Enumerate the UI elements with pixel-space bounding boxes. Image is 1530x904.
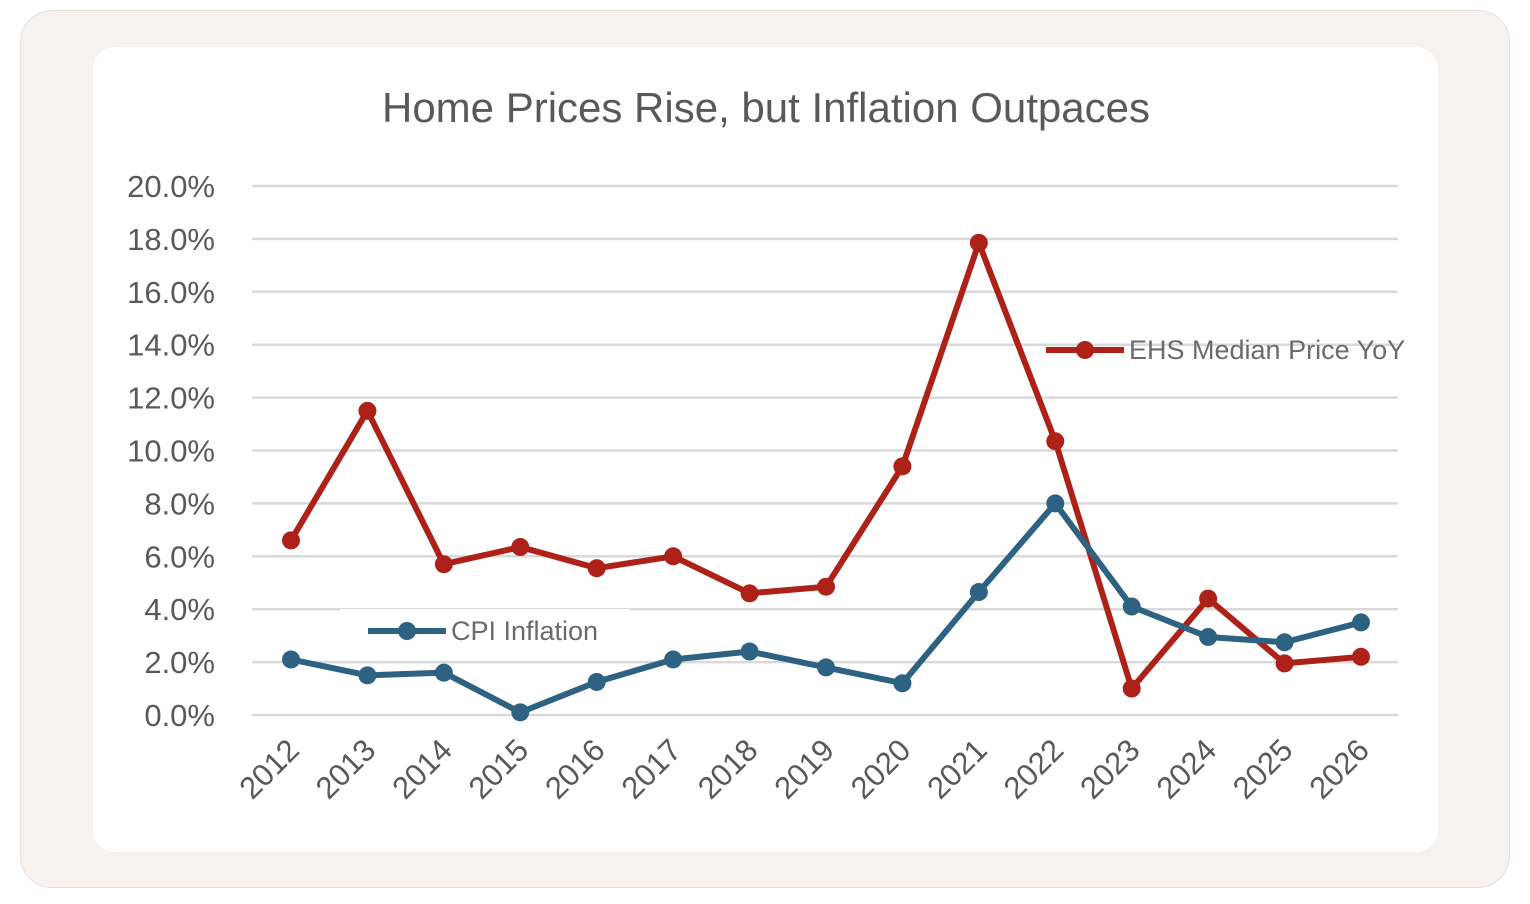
data-point bbox=[1199, 589, 1218, 608]
x-tick-label: 2019 bbox=[767, 732, 841, 806]
legend-entry: CPI Inflation bbox=[340, 609, 630, 653]
chart-title: Home Prices Rise, but Inflation Outpaces bbox=[382, 84, 1150, 131]
x-tick-label: 2022 bbox=[997, 732, 1071, 806]
data-point bbox=[1275, 633, 1294, 652]
x-tick-label: 2021 bbox=[920, 732, 994, 806]
y-tick-label: 4.0% bbox=[144, 592, 215, 627]
x-tick-label: 2026 bbox=[1302, 732, 1376, 806]
data-point bbox=[1352, 647, 1370, 666]
series-cpi-inflation bbox=[282, 494, 1370, 722]
data-point bbox=[1046, 494, 1065, 513]
data-point bbox=[969, 583, 988, 602]
x-tick-label: 2024 bbox=[1150, 732, 1224, 806]
data-point bbox=[358, 401, 377, 420]
data-point bbox=[664, 650, 683, 669]
y-tick-label: 12.0% bbox=[127, 381, 215, 416]
y-tick-label: 6.0% bbox=[144, 539, 215, 574]
data-point bbox=[1352, 613, 1370, 632]
x-tick-label: 2013 bbox=[309, 732, 383, 806]
y-tick-label: 18.0% bbox=[127, 222, 215, 257]
legend-label: CPI Inflation bbox=[451, 616, 598, 646]
data-point bbox=[1122, 679, 1141, 698]
data-point bbox=[282, 531, 300, 550]
x-tick-label: 2016 bbox=[538, 732, 612, 806]
y-tick-label: 14.0% bbox=[127, 328, 215, 363]
data-point bbox=[664, 547, 683, 566]
legend-entry: EHS Median Price YoY bbox=[1046, 335, 1405, 365]
data-point bbox=[893, 457, 912, 476]
data-point bbox=[1275, 654, 1294, 673]
data-point bbox=[1122, 597, 1141, 616]
x-tick-label: 2025 bbox=[1226, 732, 1300, 806]
x-tick-label: 2014 bbox=[385, 732, 459, 806]
y-tick-label: 20.0% bbox=[127, 169, 215, 204]
data-point bbox=[434, 663, 453, 682]
legend-marker-icon bbox=[398, 622, 416, 640]
data-point bbox=[587, 672, 606, 691]
data-point bbox=[434, 555, 453, 574]
y-tick-label: 8.0% bbox=[144, 486, 215, 521]
data-point bbox=[893, 674, 912, 693]
y-tick-label: 2.0% bbox=[144, 645, 215, 680]
y-tick-label: 16.0% bbox=[127, 275, 215, 310]
x-tick-label: 2023 bbox=[1073, 732, 1147, 806]
data-point bbox=[587, 559, 606, 578]
data-point bbox=[511, 703, 530, 722]
legend-marker-icon bbox=[1076, 341, 1094, 359]
y-tick-label: 0.0% bbox=[144, 698, 215, 733]
data-point bbox=[1046, 432, 1065, 451]
x-tick-label: 2017 bbox=[615, 732, 689, 806]
data-point bbox=[740, 584, 759, 603]
x-tick-label: 2012 bbox=[232, 732, 306, 806]
y-tick-label: 10.0% bbox=[127, 434, 215, 469]
x-tick-label: 2018 bbox=[691, 732, 765, 806]
x-tick-label: 2020 bbox=[844, 732, 918, 806]
legend-label: EHS Median Price YoY bbox=[1129, 335, 1405, 365]
data-point bbox=[817, 658, 835, 677]
data-point bbox=[969, 233, 988, 252]
data-point bbox=[1199, 627, 1218, 646]
data-point bbox=[817, 577, 835, 596]
data-point bbox=[282, 650, 300, 669]
data-point bbox=[740, 642, 759, 661]
data-point bbox=[511, 538, 530, 557]
data-point bbox=[358, 666, 377, 685]
x-tick-label: 2015 bbox=[462, 732, 536, 806]
